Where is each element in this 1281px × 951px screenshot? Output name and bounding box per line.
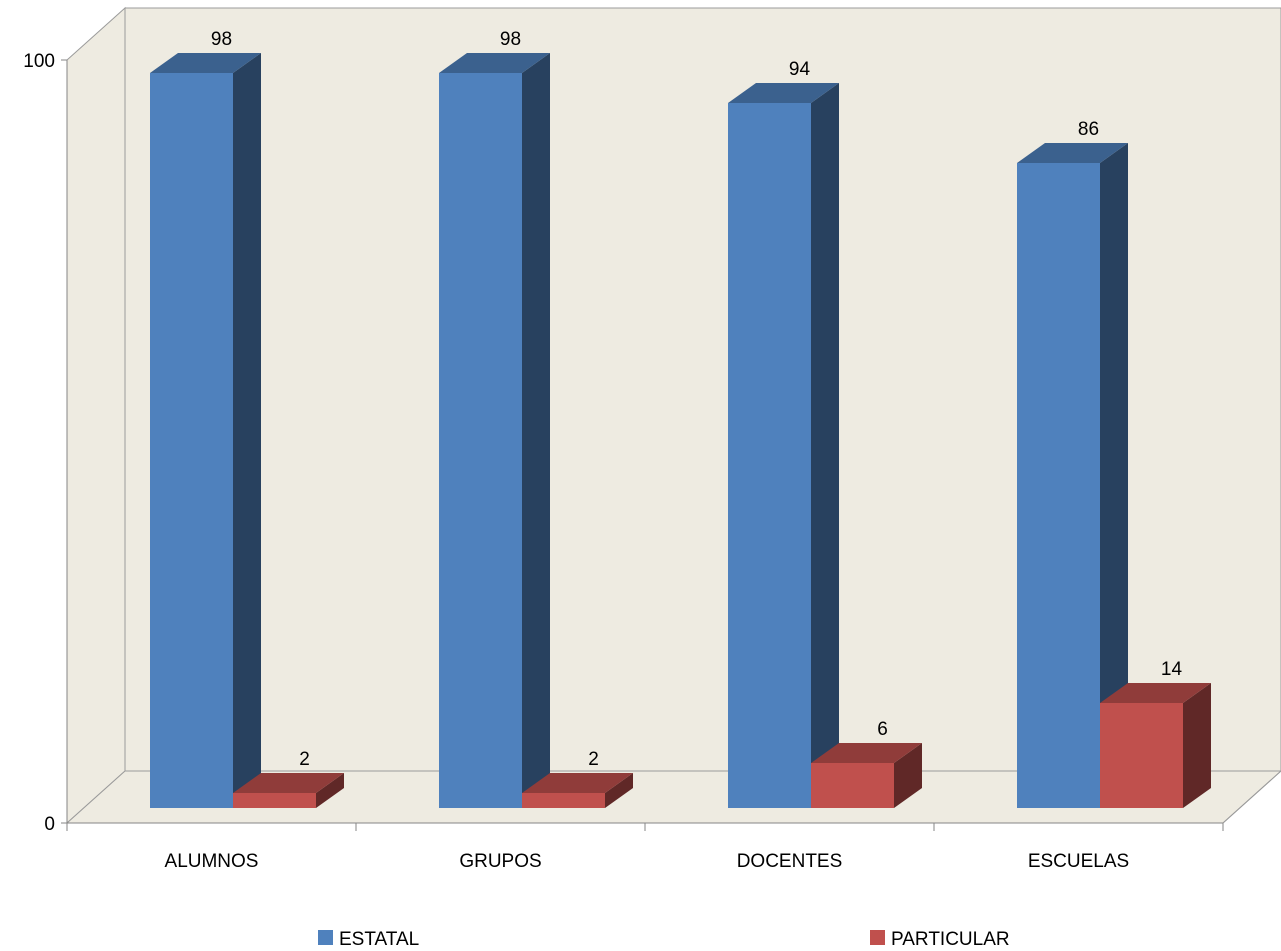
bar bbox=[811, 743, 922, 808]
bar-top bbox=[728, 83, 839, 103]
bar-side bbox=[894, 743, 922, 808]
chart-data-labels: 98 2 98 2 94 6 86 14 bbox=[211, 29, 1183, 770]
floor-edge bbox=[1222, 770, 1281, 824]
bar bbox=[522, 773, 633, 808]
bar bbox=[233, 773, 344, 808]
bar-front bbox=[1017, 163, 1100, 808]
bar-side bbox=[1100, 143, 1128, 808]
bar-front bbox=[811, 763, 894, 808]
bar bbox=[728, 83, 839, 808]
data-label: 98 bbox=[211, 29, 232, 50]
legend-label: PARTICULAR bbox=[891, 929, 1010, 950]
bar-side bbox=[1183, 683, 1211, 808]
data-label: 86 bbox=[1078, 119, 1099, 140]
bar-side bbox=[316, 773, 344, 808]
bar-top bbox=[1017, 143, 1128, 163]
bar-side bbox=[605, 773, 633, 808]
bar-top bbox=[439, 53, 550, 73]
chart-walls bbox=[65, 6, 1281, 825]
bar-top bbox=[522, 773, 633, 793]
bar-front bbox=[439, 73, 522, 808]
bar-front bbox=[233, 793, 316, 808]
bar-side bbox=[811, 83, 839, 808]
legend-swatch bbox=[318, 930, 333, 945]
y-tick-label: 0 bbox=[44, 814, 55, 835]
bar-front bbox=[1100, 703, 1183, 808]
bar-front bbox=[728, 103, 811, 808]
x-tick-label: DOCENTES bbox=[737, 851, 843, 872]
side-wall bbox=[66, 6, 126, 825]
bar-top bbox=[811, 743, 922, 763]
bar bbox=[1100, 683, 1211, 808]
data-label: 14 bbox=[1161, 659, 1183, 680]
chart-bars bbox=[150, 53, 1211, 808]
x-tick-label: GRUPOS bbox=[459, 851, 541, 872]
data-label: 98 bbox=[500, 29, 521, 50]
legend-swatch bbox=[870, 930, 885, 945]
bar-front bbox=[522, 793, 605, 808]
x-tick-label: ALUMNOS bbox=[165, 851, 259, 872]
bar-top bbox=[150, 53, 261, 73]
bar bbox=[150, 53, 261, 808]
bar-top bbox=[1100, 683, 1211, 703]
x-tick-label: ESCUELAS bbox=[1028, 851, 1129, 872]
data-label: 6 bbox=[877, 719, 888, 740]
bar-side bbox=[522, 53, 550, 808]
bar bbox=[1017, 143, 1128, 808]
data-label: 2 bbox=[588, 749, 599, 770]
bar-side bbox=[233, 53, 261, 808]
chart-axes: 0 100 ALUMNOS GRUPOS DOCENTES ESCUELAS bbox=[23, 51, 1224, 872]
data-label: 2 bbox=[299, 749, 310, 770]
bar bbox=[439, 53, 550, 808]
bar-front bbox=[150, 73, 233, 808]
chart-legend: ESTATAL PARTICULAR bbox=[318, 929, 1010, 950]
data-label: 94 bbox=[789, 59, 811, 80]
y-tick-label: 100 bbox=[23, 51, 55, 72]
bar-top bbox=[233, 773, 344, 793]
legend-label: ESTATAL bbox=[339, 929, 419, 950]
